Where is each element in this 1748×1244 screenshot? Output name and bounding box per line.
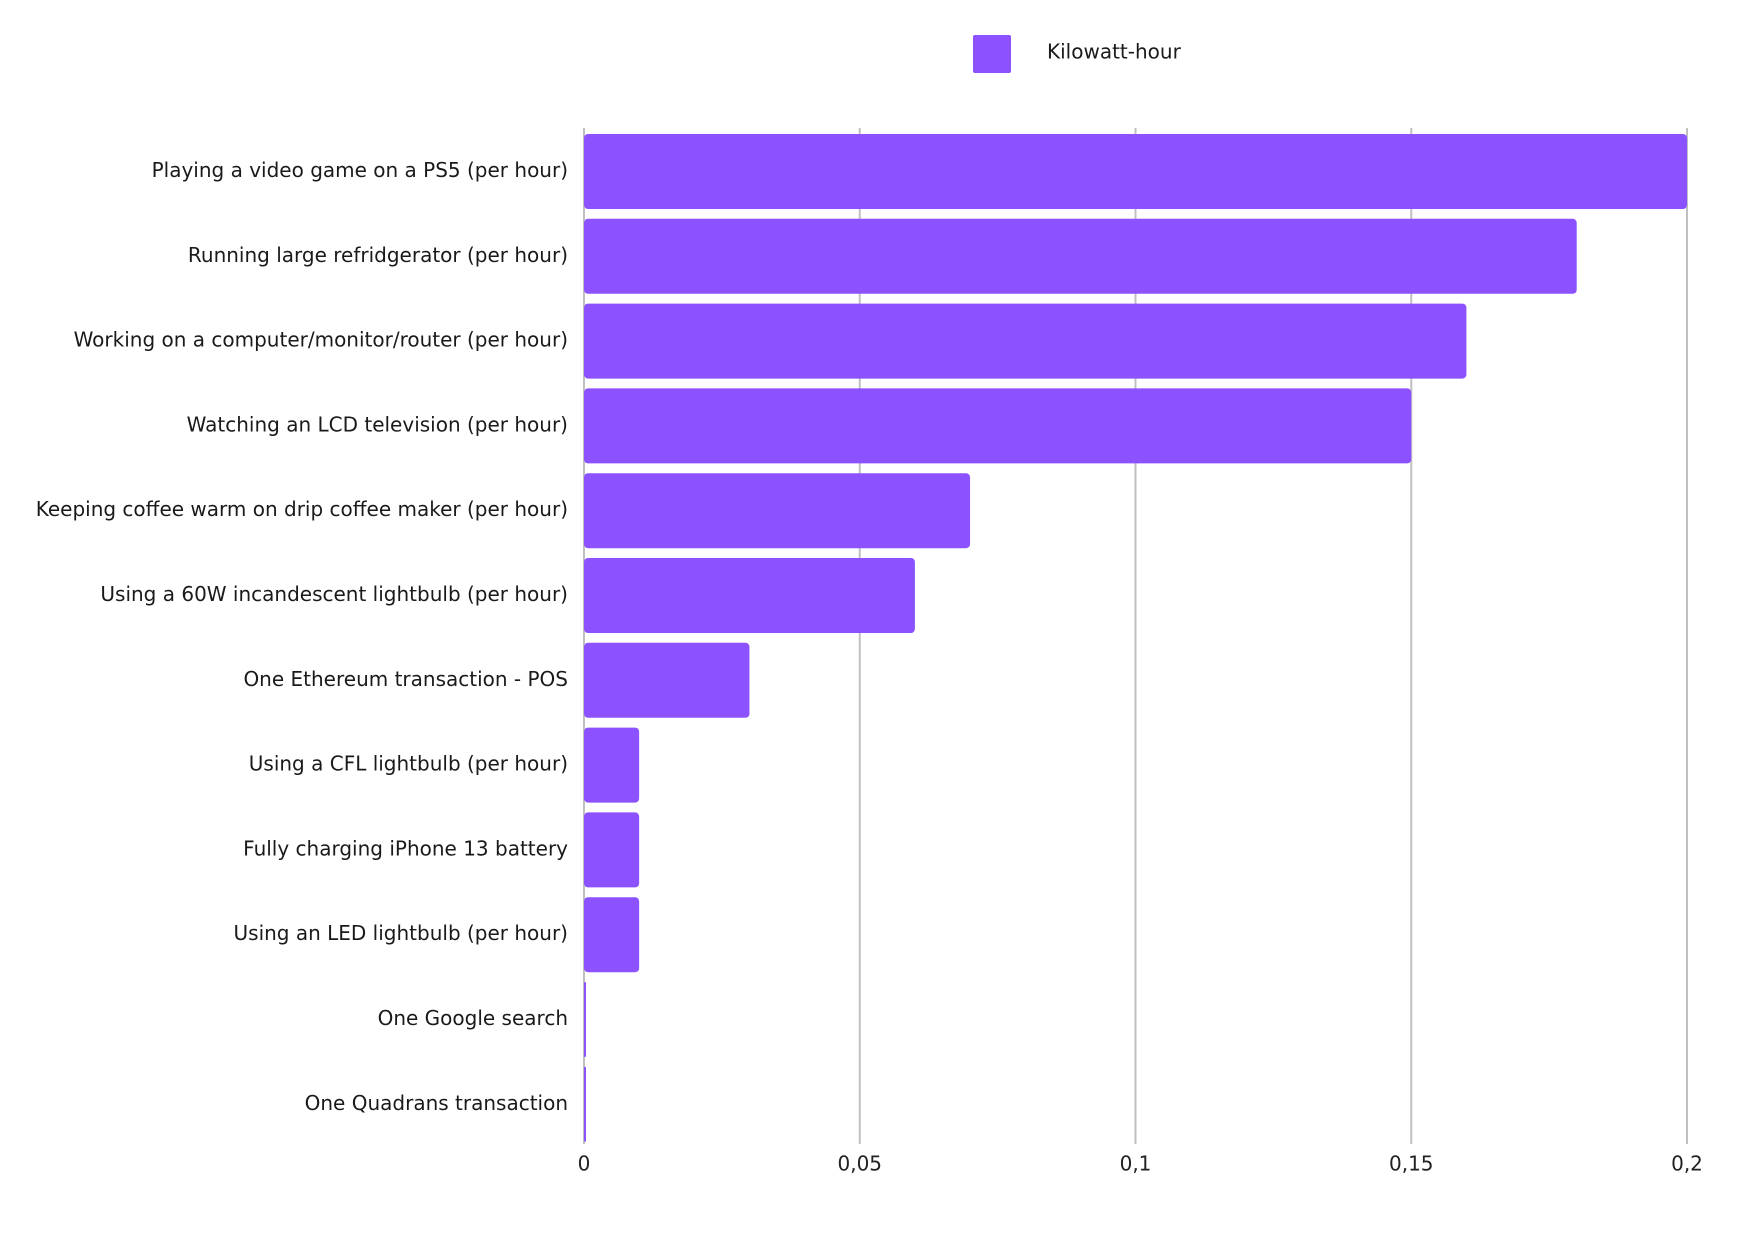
legend: Kilowatt-hour	[973, 35, 1182, 73]
bar	[584, 727, 640, 803]
x-axis: 0 0,05 0,1 0,15 0,2	[578, 1152, 1703, 1176]
bar	[584, 558, 915, 633]
category-label: Using an LED lightbulb (per hour)	[234, 921, 568, 945]
bar	[584, 134, 1687, 209]
category-label: One Quadrans transaction	[305, 1091, 568, 1115]
grid	[583, 128, 1688, 1144]
x-tick-label: 0,2	[1671, 1152, 1703, 1176]
category-label: One Ethereum transaction - POS	[243, 667, 568, 691]
bar	[584, 1066, 586, 1142]
category-label: Keeping coffee warm on drip coffee maker…	[36, 497, 568, 521]
category-label: Using a CFL lightbulb (per hour)	[249, 752, 568, 776]
category-label: One Google search	[378, 1006, 568, 1030]
bar	[584, 642, 750, 718]
category-labels: Playing a video game on a PS5 (per hour)…	[36, 158, 568, 1115]
bar	[584, 218, 1577, 294]
legend-swatch	[973, 35, 1011, 73]
category-label: Working on a computer/monitor/router (pe…	[74, 328, 568, 352]
legend-label: Kilowatt-hour	[1047, 40, 1182, 64]
bar	[584, 812, 640, 888]
bar	[584, 897, 640, 973]
category-label: Watching an LCD television (per hour)	[187, 412, 568, 436]
bars	[584, 134, 1687, 1142]
x-tick-label: 0,15	[1389, 1152, 1434, 1176]
x-tick-label: 0,05	[837, 1152, 882, 1176]
category-label: Using a 60W incandescent lightbulb (per …	[100, 582, 568, 606]
bar	[584, 388, 1412, 464]
bar	[584, 982, 586, 1057]
bar	[584, 303, 1467, 379]
category-label: Playing a video game on a PS5 (per hour)	[152, 158, 568, 182]
bar	[584, 473, 971, 549]
x-tick-label: 0	[578, 1152, 591, 1176]
category-label: Running large refridgerator (per hour)	[188, 243, 568, 267]
x-tick-label: 0,1	[1120, 1152, 1152, 1176]
category-label: Fully charging iPhone 13 battery	[243, 836, 568, 860]
